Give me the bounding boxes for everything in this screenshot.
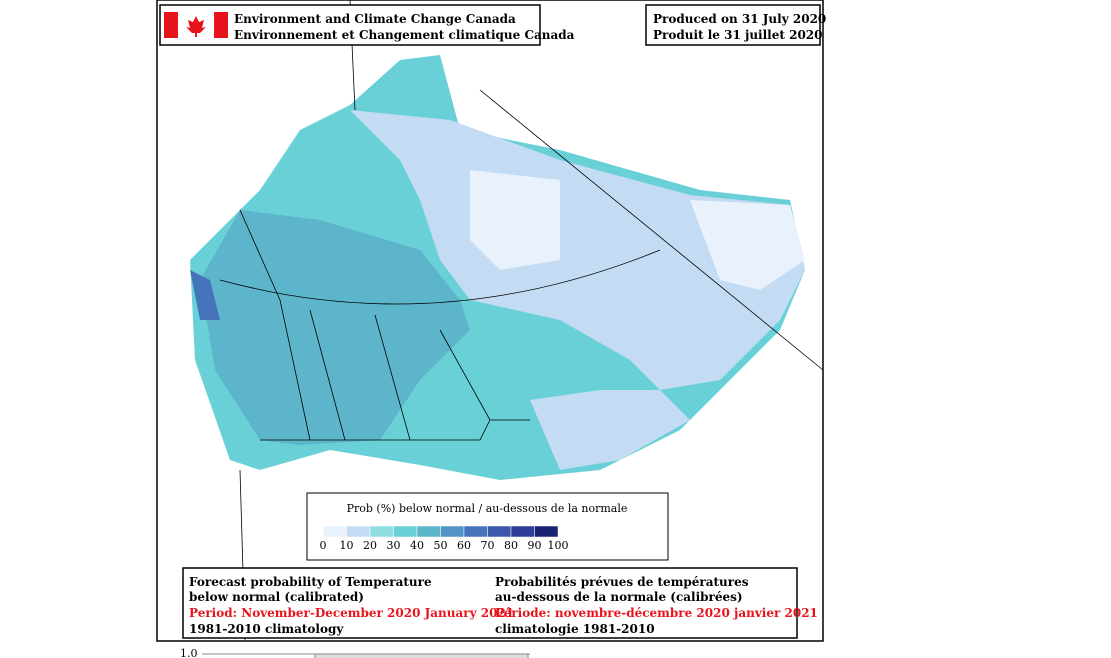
probability-regions (190, 55, 805, 480)
header-right: Produced on 31 July 2020 Produit le 31 j… (645, 4, 826, 46)
footer-axis-label: 1.0 (180, 647, 198, 658)
produced-en: Produced on 31 July 2020 (653, 12, 826, 26)
caption-fr-1: au-dessous de la normale (calibrées) (495, 590, 743, 604)
legend-swatch (510, 525, 535, 538)
produced-fr: Produit le 31 juillet 2020 (653, 28, 823, 42)
legend-swatch (369, 525, 394, 538)
legend-tick-label: 70 (481, 539, 495, 552)
flag-band (164, 12, 178, 38)
footer-bar (314, 653, 529, 658)
legend-swatch (487, 525, 512, 538)
legend-tick-label: 80 (504, 539, 518, 552)
agency-fr: Environnement et Changement climatique C… (234, 28, 575, 42)
caption-en-1: below normal (calibrated) (189, 590, 364, 604)
legend-tick-label: 30 (387, 539, 401, 552)
legend-tick-label: 90 (528, 539, 542, 552)
legend-swatch (534, 525, 559, 538)
caption-box (182, 567, 798, 639)
caption-fr-2: Période: novembre-décembre 2020 janvier … (495, 606, 818, 620)
caption-en-3: 1981-2010 climatology (189, 622, 344, 636)
legend-tick-label: 60 (457, 539, 471, 552)
caption-fr-0: Probabilités prévues de températures (495, 575, 749, 589)
legend-tick-label: 40 (410, 539, 424, 552)
legend-tick-label: 20 (363, 539, 377, 552)
legend-swatch (322, 525, 347, 538)
caption: Forecast probability of Temperature belo… (182, 567, 818, 639)
legend-swatch (393, 525, 418, 538)
caption-fr-3: climatologie 1981-2010 (495, 622, 655, 636)
maple-leaf (186, 16, 206, 37)
caption-en-2: Period: November-December 2020 January 2… (189, 606, 514, 620)
legend-swatch (440, 525, 465, 538)
legend: Prob (%) below normal / au-dessous de la… (306, 492, 669, 561)
legend-tick-label: 100 (548, 539, 569, 552)
legend-swatch (463, 525, 488, 538)
legend-swatch (346, 525, 371, 538)
legend-tick-label: 50 (434, 539, 448, 552)
header-left: Environment and Climate Change Canada En… (159, 4, 575, 46)
header-box (645, 4, 821, 46)
legend-title: Prob (%) below normal / au-dessous de la… (347, 502, 628, 515)
agency-en: Environment and Climate Change Canada (234, 12, 516, 26)
legend-tick-label: 0 (320, 539, 327, 552)
flag-band (214, 12, 228, 38)
legend-tick-label: 10 (340, 539, 354, 552)
legend-swatch (416, 525, 441, 538)
caption-en-0: Forecast probability of Temperature (189, 575, 432, 589)
